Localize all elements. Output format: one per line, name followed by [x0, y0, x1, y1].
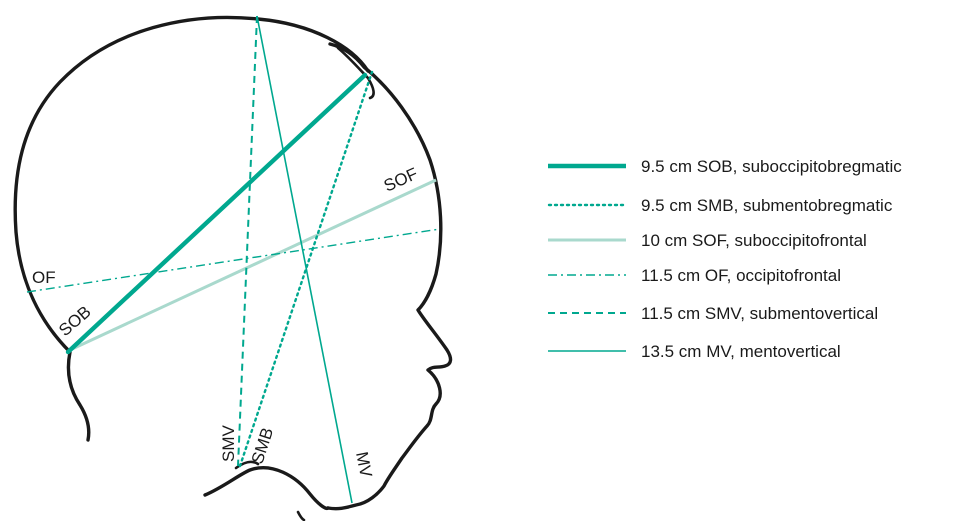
neck-outline — [298, 512, 304, 520]
legend-item-sof: 10 cm SOF, suboccipitofrontal — [548, 231, 867, 250]
legend-label-smv: 11.5 cm SMV, submentovertical — [641, 304, 878, 323]
legend: 9.5 cm SOB, suboccipitobregmatic 9.5 cm … — [548, 157, 902, 361]
legend-label-sof: 10 cm SOF, suboccipitofrontal — [641, 231, 867, 250]
skull-outline — [15, 17, 368, 440]
line-of — [27, 229, 440, 292]
legend-label-mv: 13.5 cm MV, mentovertical — [641, 342, 841, 361]
legend-item-smb: 9.5 cm SMB, submentobregmatic — [549, 196, 893, 215]
legend-item-mv: 13.5 cm MV, mentovertical — [548, 342, 841, 361]
legend-label-sob: 9.5 cm SOB, suboccipitobregmatic — [641, 157, 902, 176]
line-sof — [70, 180, 436, 350]
legend-item-of: 11.5 cm OF, occipitofrontal — [548, 266, 841, 285]
face-outline — [328, 44, 451, 509]
label-of: OF — [32, 268, 56, 287]
legend-item-sob: 9.5 cm SOB, suboccipitobregmatic — [548, 157, 902, 176]
line-sob — [68, 75, 365, 352]
line-smv — [238, 16, 257, 466]
legend-label-of: 11.5 cm OF, occipitofrontal — [641, 266, 841, 285]
label-mv: MV — [352, 450, 376, 479]
label-smv: SMV — [219, 425, 238, 463]
chin-outline — [205, 468, 328, 509]
legend-item-smv: 11.5 cm SMV, submentovertical — [548, 304, 878, 323]
legend-label-smb: 9.5 cm SMB, submentobregmatic — [641, 196, 893, 215]
